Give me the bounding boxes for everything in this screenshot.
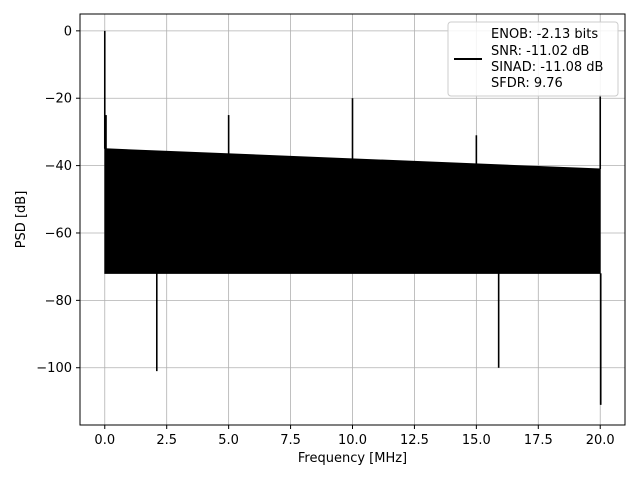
noise-floor: [104, 148, 601, 274]
x-tick-label: 0.0: [94, 433, 115, 448]
y-tick-label: 0: [64, 24, 72, 39]
legend-line-enob: ENOB: -2.13 bits: [491, 27, 598, 42]
x-tick-label: 20.0: [586, 433, 615, 448]
y-tick-label: −40: [45, 159, 72, 174]
y-axis-label: PSD [dB]: [14, 191, 29, 249]
x-tick-label: 15.0: [462, 433, 491, 448]
x-tick-label: 2.5: [156, 433, 177, 448]
legend-line-sinad: SINAD: -11.08 dB: [491, 60, 603, 75]
x-tick-label: 17.5: [524, 433, 553, 448]
legend-line-snr: SNR: -11.02 dB: [491, 44, 589, 59]
x-axis-label: Frequency [MHz]: [298, 451, 407, 466]
y-axis-ticks: 0 −20 −40 −60 −80 −100: [36, 24, 80, 376]
y-tick-label: −80: [45, 294, 72, 309]
legend-box: [447, 21, 619, 97]
y-tick-label: −60: [45, 226, 72, 241]
y-tick-label: −100: [36, 361, 72, 376]
legend-line-sfdr: SFDR: 9.76: [491, 76, 563, 91]
x-tick-label: 12.5: [400, 433, 429, 448]
psd-series: [103, 30, 602, 405]
x-tick-label: 10.0: [338, 433, 367, 448]
y-tick-label: −20: [45, 92, 72, 107]
noise-floor-band: [104, 148, 601, 274]
legend: ENOB: -2.13 bits SNR: -11.02 dB SINAD: -…: [447, 21, 619, 97]
x-tick-label: 7.5: [280, 433, 301, 448]
x-tick-label: 5.0: [218, 433, 239, 448]
x-axis-ticks: 0.0 2.5 5.0 7.5 10.0 12.5 15.0 17.5 20.0: [94, 425, 615, 448]
